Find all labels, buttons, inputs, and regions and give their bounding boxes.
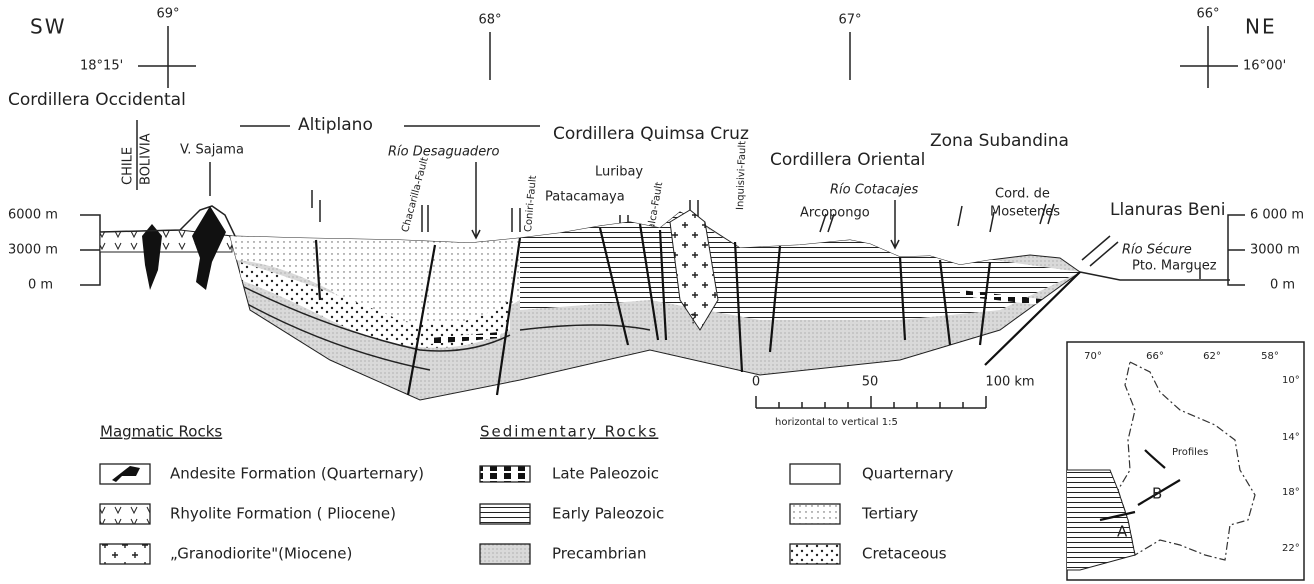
legend-item: Quarternary [862, 465, 954, 483]
region-label: Cordillera Occidental [8, 90, 186, 110]
fault-label: Inquisivi-Fault [735, 141, 748, 210]
header: SW NE 69° 68° 67° 66° 18°15' 16°00' [30, 7, 1286, 89]
scale-label: 100 km [985, 375, 1034, 390]
legend-item: Precambrian [552, 545, 646, 563]
elevation-label: 6000 m [8, 208, 58, 223]
scale: 0 50 100 km horizontal to vertical 1:5 [752, 375, 1035, 429]
place-label: V. Sajama [180, 143, 244, 158]
elevation-label: 0 m [28, 278, 53, 293]
profile-label: B [1152, 485, 1162, 503]
inset-longitude: 66° [1146, 351, 1164, 362]
cross-section: ? [100, 206, 1230, 400]
query-label: ? [690, 313, 697, 328]
inset-latitude: 22° [1282, 543, 1300, 554]
longitude: 66° [1196, 7, 1219, 22]
place-label: Cord. de [995, 187, 1050, 202]
legend-swatch [100, 544, 150, 564]
legend-item: Rhyolite Formation ( Pliocene) [170, 505, 396, 523]
river-label: Río Desaguadero [388, 145, 500, 160]
country-label: CHILE [121, 147, 136, 185]
elevation-label: 0 m [1270, 278, 1295, 293]
inset-label: Profiles [1172, 447, 1208, 458]
legend-item: Early Paleozoic [552, 505, 664, 523]
country-label: BOLIVIA [139, 133, 154, 185]
legend-item: Tertiary [861, 505, 918, 523]
fault-label: Chacarilla-Fault [400, 156, 431, 234]
elevation-label: 3000 m [8, 243, 58, 258]
andesite [142, 224, 162, 290]
river-label: Río Cotacajes [830, 183, 919, 198]
latitude: 16°00' [1243, 59, 1286, 74]
legend-swatch [790, 504, 840, 524]
pointer [472, 162, 480, 238]
place-label: Luribay [595, 165, 643, 180]
inset-map: 70° 66° 62° 58° 10° 14° 18° 22° Profiles… [1067, 342, 1304, 580]
region-label: Cordillera Quimsa Cruz [553, 124, 749, 144]
elevation-axis [80, 215, 100, 285]
direction-sw: SW [30, 15, 66, 39]
geologic-section: SW NE 69° 68° 67° 66° 18°15' 16°00' Cord… [0, 0, 1314, 584]
profile-label: A [1117, 523, 1128, 541]
legend-title: Sedimentary Rocks [480, 423, 658, 441]
inset-longitude: 58° [1261, 351, 1279, 362]
elevation-label: 3000 m [1250, 243, 1300, 258]
legend-swatch [100, 504, 150, 524]
inset-longitude: 62° [1203, 351, 1221, 362]
fault-arrows [1082, 236, 1118, 266]
legend-item: „Granodiorite"(Miocene) [170, 545, 352, 563]
legend-item: Andesite Formation (Quarternary) [170, 465, 424, 483]
scale-label: 50 [862, 375, 879, 390]
latitude: 18°15' [80, 59, 123, 74]
legend: Magmatic Rocks Sedimentary Rocks Andesit… [100, 423, 954, 565]
inset-latitude: 18° [1282, 487, 1300, 498]
legend-item: Late Paleozoic [552, 465, 659, 483]
scale-bar [756, 396, 986, 408]
river-label: Río Sécure [1122, 243, 1192, 258]
legend-title: Magmatic Rocks [100, 423, 222, 441]
legend-swatch [790, 464, 840, 484]
legend-swatch [480, 466, 530, 482]
scale-label: 0 [752, 375, 760, 390]
legend-swatch [790, 544, 840, 564]
coordinate-ticks [138, 26, 1238, 88]
region-label: Zona Subandina [930, 131, 1069, 151]
legend-item: Cretaceous [862, 545, 947, 563]
legend-swatch [480, 544, 530, 564]
region-label: Altiplano [298, 115, 373, 135]
elevation-axis [1228, 215, 1245, 285]
inset-latitude: 14° [1282, 432, 1300, 443]
inset-latitude: 10° [1282, 375, 1300, 386]
inset-longitude: 70° [1084, 351, 1102, 362]
place-label: Arcopongo [800, 206, 870, 221]
pointer [891, 200, 899, 248]
longitude: 67° [838, 13, 861, 28]
scale-note: horizontal to vertical 1:5 [775, 417, 898, 428]
place-label: Pto. Marguez [1132, 259, 1217, 274]
longitude: 68° [478, 13, 501, 28]
region-label: Llanuras Beni [1110, 200, 1225, 220]
region-label: Cordillera Oriental [770, 150, 925, 170]
fault-label: Coniri-Fault [523, 175, 539, 233]
elevation-label: 6 000 m [1250, 208, 1304, 223]
legend-swatch [480, 504, 530, 524]
longitude: 69° [156, 7, 179, 22]
place-label: Patacamaya [545, 190, 625, 205]
direction-ne: NE [1245, 15, 1277, 39]
